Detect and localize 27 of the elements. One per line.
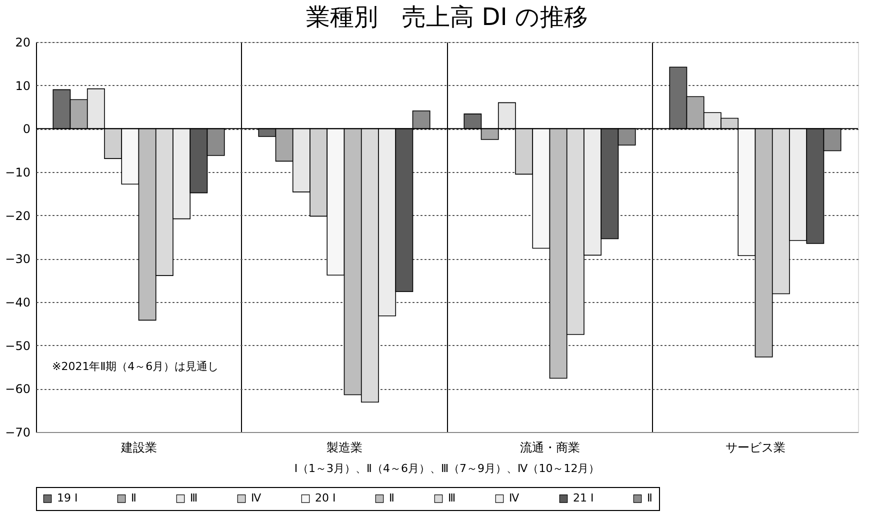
y-tick-label: 20 (15, 36, 30, 50)
y-tick-label: −10 (5, 166, 30, 180)
y-tick-label: 0 (22, 122, 30, 136)
y-tick-label: −40 (5, 296, 30, 310)
legend-label: 19 Ⅰ (57, 492, 78, 505)
legend-label: Ⅳ (251, 492, 262, 505)
legend-label: Ⅲ (190, 492, 198, 505)
y-tick-label: −30 (5, 252, 30, 266)
legend-label: Ⅲ (448, 492, 456, 505)
y-tick-label: −60 (5, 382, 30, 396)
x-tick-label: 製造業 (326, 440, 362, 454)
y-tick-label: −20 (5, 208, 30, 223)
legend-label: Ⅱ (647, 492, 652, 505)
x-tick-label: 建設業 (120, 440, 157, 454)
legend-label: 20 Ⅰ (315, 492, 336, 505)
y-tick-label: 10 (15, 78, 30, 93)
legend-label: Ⅳ (509, 492, 520, 505)
y-tick-label: −70 (5, 426, 30, 440)
legend-label: 21 Ⅰ (573, 492, 594, 505)
chart-title: 業種別 売上高 DI の推移 (306, 3, 588, 31)
x-tick-label: 流通・商業 (520, 440, 580, 454)
legend-label: Ⅱ (389, 492, 394, 505)
y-tick-label: −50 (5, 338, 30, 353)
legend-label: Ⅱ (131, 492, 136, 505)
annotation: ※2021年Ⅱ期（4～6月）は見通し (52, 360, 219, 373)
text: Ⅰ（1～3月）、Ⅱ（4～6月）、Ⅲ（7～9月）、Ⅳ（10～12月） (294, 462, 600, 475)
x-tick-label: サービス業 (725, 440, 786, 454)
